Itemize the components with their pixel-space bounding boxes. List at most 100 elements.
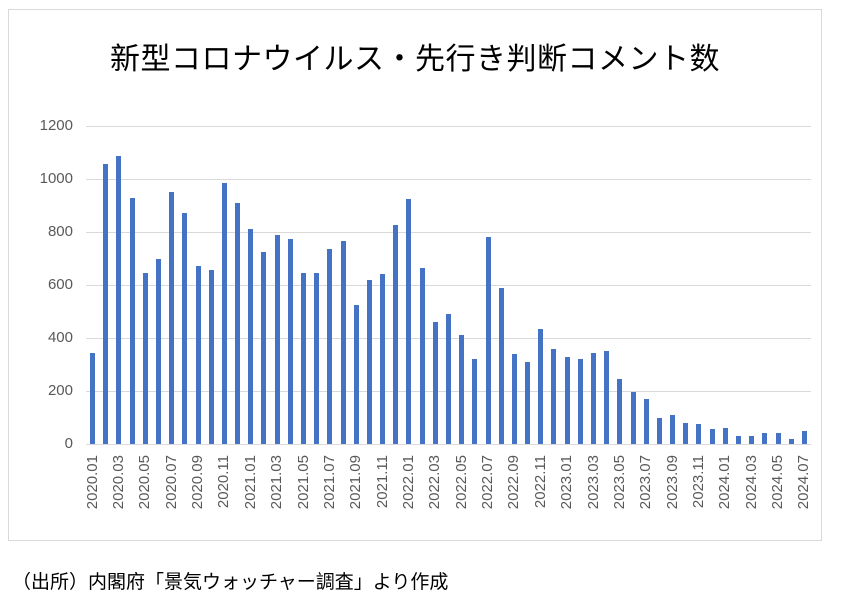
gridline <box>86 125 811 127</box>
x-tick-label: 2024.05 <box>769 455 787 510</box>
x-tick-label: 2021.03 <box>268 455 286 510</box>
x-tick-label: 2020.01 <box>83 455 101 510</box>
bar-2020.11 <box>221 182 227 444</box>
x-tick-label: 2020.11 <box>215 455 233 509</box>
x-tick-label: 2021.09 <box>347 455 365 510</box>
bar-2021.09 <box>353 304 359 444</box>
x-tick-label: 2023.03 <box>584 455 602 510</box>
x-tick-label: 2023.09 <box>663 455 681 510</box>
gridline <box>86 231 811 233</box>
y-tick-label: 0 <box>64 435 73 452</box>
x-tick-label: 2024.07 <box>795 455 813 510</box>
x-tick-label: 2022.01 <box>399 455 417 510</box>
bar-2020.03 <box>116 156 122 444</box>
chart-title: 新型コロナウイルス・先行き判断コメント数 <box>110 43 720 76</box>
bar-2020.07 <box>169 192 175 444</box>
y-tick-label: 400 <box>47 329 73 346</box>
bar-2023.01 <box>564 356 570 444</box>
bar-2023.09 <box>670 414 676 444</box>
bar-2020.09 <box>195 266 201 444</box>
bar-2023.08 <box>656 417 662 444</box>
bar-2022.01 <box>406 198 412 444</box>
bar-2022.03 <box>432 322 438 444</box>
bar-2021.02 <box>261 251 267 444</box>
bar-2022.06 <box>472 359 478 444</box>
x-tick-label: 2024.01 <box>716 455 734 510</box>
x-tick-label: 2020.03 <box>109 455 127 510</box>
gridline <box>86 178 811 180</box>
gridline <box>86 284 811 286</box>
bar-2023.03 <box>591 352 596 444</box>
chart-container: 新型コロナウイルス・先行き判断コメント数 0 200 400 600 800 1000 12… <box>8 9 822 541</box>
bar-2022.09 <box>511 353 517 444</box>
bar-2021.06 <box>314 273 320 444</box>
x-tick-label: 2020.05 <box>136 455 154 510</box>
x-tick-label: 2022.09 <box>505 455 523 510</box>
bar-2023.10 <box>683 422 689 444</box>
bar-2023.05 <box>617 379 623 444</box>
bar-2022.11 <box>538 328 544 444</box>
bar-2021.08 <box>340 241 346 444</box>
bar-2020.01 <box>90 352 96 444</box>
plot-area <box>86 125 811 445</box>
bar-2021.12 <box>393 225 399 444</box>
x-tick-label: 2021.07 <box>320 455 338 510</box>
bar-2020.05 <box>142 273 148 444</box>
bar-2022.07 <box>485 237 491 444</box>
bar-2021.11 <box>380 274 386 444</box>
x-tick-label: 2023.01 <box>558 455 576 510</box>
x-axis: 2020.01 2020.03 2020.05 2020.07 2020.09 2020.… <box>83 444 813 540</box>
bar-2020.06 <box>156 258 161 444</box>
bar-2023.12 <box>709 429 715 444</box>
bar-2022.10 <box>525 361 531 444</box>
x-tick-label: 2023.11 <box>689 455 707 509</box>
x-tick-label: 2022.07 <box>479 455 497 510</box>
bar-2020.08 <box>182 213 188 444</box>
x-tick-label: 2020.09 <box>189 455 207 510</box>
bar-2024.03 <box>749 436 755 444</box>
bar-2023.06 <box>630 392 636 444</box>
y-tick-label: 1200 <box>39 117 73 134</box>
bar-2021.07 <box>327 249 333 444</box>
y-tick-label: 200 <box>47 382 73 399</box>
bar-2023.02 <box>577 359 583 444</box>
bar-2021.05 <box>301 273 306 444</box>
y-tick-label: 800 <box>47 223 73 240</box>
bar-2022.05 <box>459 335 465 444</box>
x-tick-label: 2021.05 <box>294 455 312 510</box>
bar-2024.02 <box>736 436 741 444</box>
bar-2021.04 <box>287 238 293 444</box>
bar-2024.07 <box>801 430 807 444</box>
bar-2021.10 <box>366 279 372 444</box>
x-tick-label: 2022.11 <box>531 455 549 509</box>
bar-2024.06 <box>788 438 794 444</box>
bar-2021.01 <box>248 229 254 444</box>
bar-2020.02 <box>103 164 109 444</box>
x-tick-label: 2022.03 <box>426 455 444 510</box>
bar-2022.12 <box>551 348 557 444</box>
bar-2023.04 <box>604 351 610 444</box>
source-note: （出所）内閣府「景気ウォッチャー調査」より作成 <box>12 572 449 593</box>
bar-2024.04 <box>762 433 768 444</box>
bar-2020.04 <box>129 197 135 444</box>
bar-2021.03 <box>274 234 280 444</box>
bar-2022.04 <box>446 314 451 444</box>
x-tick-label: 2023.07 <box>637 455 655 510</box>
x-tick-label: 2023.05 <box>610 455 628 510</box>
gridline <box>86 443 811 445</box>
bar-2023.11 <box>696 424 702 444</box>
x-tick-label: 2021.11 <box>373 455 391 509</box>
bar-2024.01 <box>722 428 728 444</box>
bar-2024.05 <box>775 433 781 444</box>
y-tick-label: 600 <box>47 276 73 293</box>
bar-2023.07 <box>643 398 649 444</box>
x-tick-label: 2024.03 <box>742 455 760 510</box>
y-axis: 0 200 400 600 800 1000 1200 <box>9 117 73 452</box>
bar-2022.02 <box>419 267 425 444</box>
bar-2020.12 <box>235 202 241 444</box>
y-tick-label: 1000 <box>39 170 73 187</box>
x-tick-label: 2021.01 <box>241 455 259 510</box>
x-tick-label: 2022.05 <box>452 455 470 510</box>
x-tick-label: 2020.07 <box>162 455 180 510</box>
bar-2020.10 <box>208 270 214 444</box>
